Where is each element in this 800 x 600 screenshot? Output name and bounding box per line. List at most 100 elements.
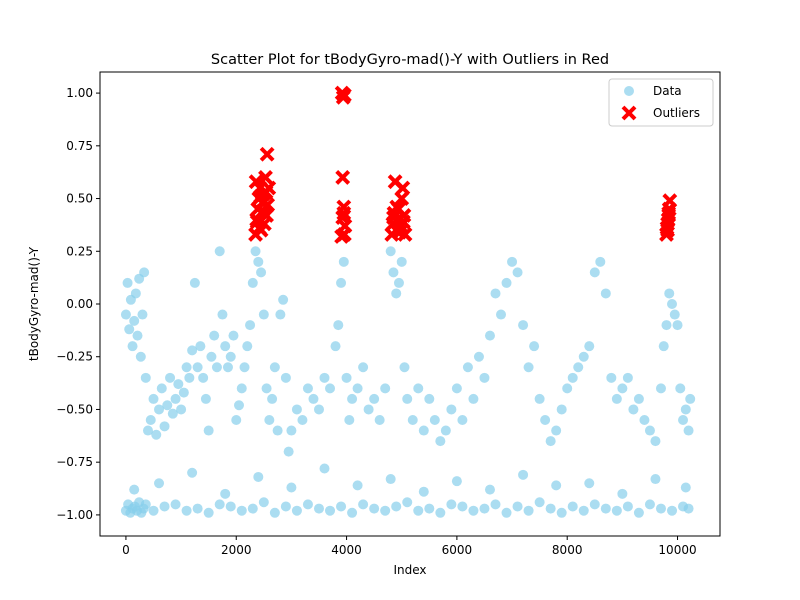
data-point bbox=[556, 404, 567, 415]
outlier-point bbox=[395, 214, 411, 230]
x-axis-title: Index bbox=[393, 563, 426, 577]
y-tick-label: 0.25 bbox=[66, 244, 93, 258]
data-point bbox=[567, 372, 578, 383]
data-point bbox=[308, 393, 319, 404]
data-point bbox=[680, 482, 691, 493]
data-point bbox=[551, 425, 562, 436]
data-point bbox=[253, 256, 264, 267]
data-point bbox=[159, 421, 170, 432]
data-point bbox=[325, 383, 336, 394]
data-point bbox=[286, 425, 297, 436]
data-point bbox=[388, 267, 399, 278]
data-point bbox=[297, 415, 308, 425]
data-point bbox=[239, 362, 250, 373]
outlier-point bbox=[336, 87, 352, 103]
outlier-point bbox=[258, 170, 273, 185]
outlier-point bbox=[256, 205, 272, 221]
data-point bbox=[124, 324, 135, 335]
data-point bbox=[139, 267, 150, 278]
data-point bbox=[501, 507, 512, 518]
y-axis: −1.00 −0.75 −0.50 −0.25 0.00 0.25 0.50 0.75 1.00 bbox=[56, 86, 100, 522]
data-point bbox=[446, 499, 457, 510]
data-point bbox=[562, 383, 573, 394]
data-point bbox=[192, 503, 203, 514]
data-point bbox=[258, 309, 269, 320]
outlier-point bbox=[248, 174, 264, 190]
data-point bbox=[140, 499, 151, 510]
data-point bbox=[399, 362, 410, 373]
data-point bbox=[611, 393, 622, 404]
outlier-point bbox=[336, 226, 352, 242]
data-point bbox=[242, 341, 253, 352]
data-point bbox=[181, 362, 192, 373]
data-point bbox=[567, 501, 578, 512]
data-point bbox=[457, 415, 468, 425]
data-point bbox=[457, 501, 468, 512]
data-point bbox=[418, 486, 429, 497]
data-point bbox=[352, 383, 363, 394]
data-point bbox=[589, 499, 600, 510]
data-point bbox=[302, 383, 313, 394]
data-point bbox=[523, 505, 534, 516]
data-point bbox=[658, 341, 669, 352]
data-point bbox=[578, 351, 589, 362]
data-point bbox=[220, 341, 231, 352]
y-tick-label: −0.25 bbox=[56, 350, 93, 364]
data-point bbox=[468, 505, 479, 516]
data-point bbox=[529, 341, 540, 352]
data-point bbox=[484, 484, 495, 495]
data-point bbox=[127, 341, 138, 352]
data-point bbox=[165, 372, 176, 383]
data-point bbox=[283, 446, 294, 457]
data-point bbox=[220, 488, 231, 499]
data-point bbox=[135, 351, 146, 362]
data-point bbox=[344, 415, 355, 425]
data-point bbox=[385, 474, 396, 485]
data-point bbox=[325, 505, 336, 516]
y-tick-label: 0.75 bbox=[66, 139, 93, 153]
data-point bbox=[319, 463, 330, 474]
data-point bbox=[512, 267, 523, 278]
data-point bbox=[584, 478, 595, 489]
data-point bbox=[622, 501, 633, 512]
data-point bbox=[650, 436, 661, 447]
y-tick-label: −1.00 bbox=[56, 508, 93, 522]
x-tick-label: 4000 bbox=[331, 543, 362, 557]
data-point bbox=[667, 299, 678, 309]
outlier-point bbox=[397, 226, 413, 242]
data-point bbox=[313, 404, 324, 415]
data-point bbox=[211, 362, 222, 373]
data-point bbox=[217, 309, 228, 320]
data-point bbox=[633, 393, 644, 404]
data-point bbox=[280, 372, 291, 383]
legend: Data Outliers bbox=[608, 78, 714, 127]
data-point bbox=[181, 505, 192, 516]
data-point bbox=[540, 415, 551, 425]
data-point bbox=[203, 507, 214, 518]
data-point bbox=[413, 505, 424, 516]
legend-box bbox=[608, 78, 714, 127]
data-point bbox=[639, 415, 650, 425]
data-point bbox=[606, 372, 617, 383]
data-point bbox=[661, 320, 672, 331]
data-point bbox=[683, 503, 694, 514]
data-point bbox=[363, 404, 374, 415]
data-point bbox=[468, 393, 479, 404]
x-tick-label: 0 bbox=[122, 543, 130, 557]
data-point bbox=[225, 501, 236, 512]
data-point bbox=[490, 499, 501, 510]
data-point bbox=[338, 256, 349, 267]
data-point bbox=[330, 341, 341, 352]
data-point bbox=[385, 246, 396, 257]
data-point bbox=[120, 309, 131, 320]
data-point bbox=[245, 320, 256, 331]
data-point bbox=[435, 507, 446, 518]
data-point bbox=[170, 393, 181, 404]
data-point bbox=[622, 372, 633, 383]
outlier-points bbox=[248, 85, 678, 244]
data-point bbox=[154, 478, 165, 489]
data-point bbox=[151, 429, 162, 440]
data-point bbox=[129, 315, 140, 326]
data-point bbox=[534, 497, 545, 508]
